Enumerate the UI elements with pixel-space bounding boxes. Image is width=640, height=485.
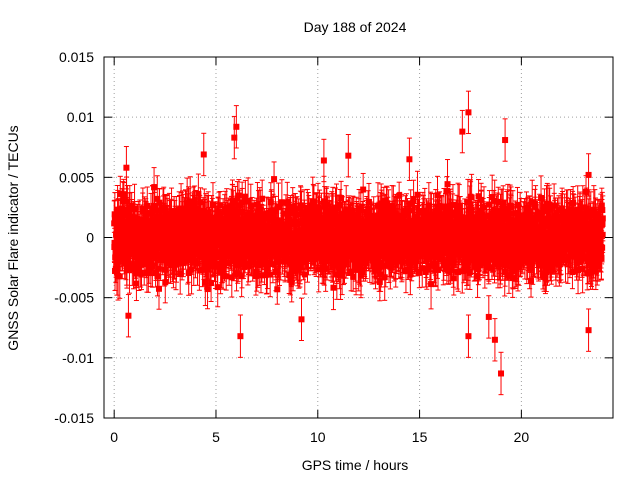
data-point [271,176,277,182]
data-point [154,273,160,279]
data-series [111,91,606,394]
data-point [215,284,221,290]
chart-title: Day 188 of 2024 [304,19,407,35]
data-point [279,199,285,205]
data-point [138,270,144,276]
data-point [156,286,162,292]
data-point [274,286,280,292]
data-point [236,193,242,199]
data-point [223,273,229,279]
data-point [151,184,157,190]
data-point [208,280,214,286]
